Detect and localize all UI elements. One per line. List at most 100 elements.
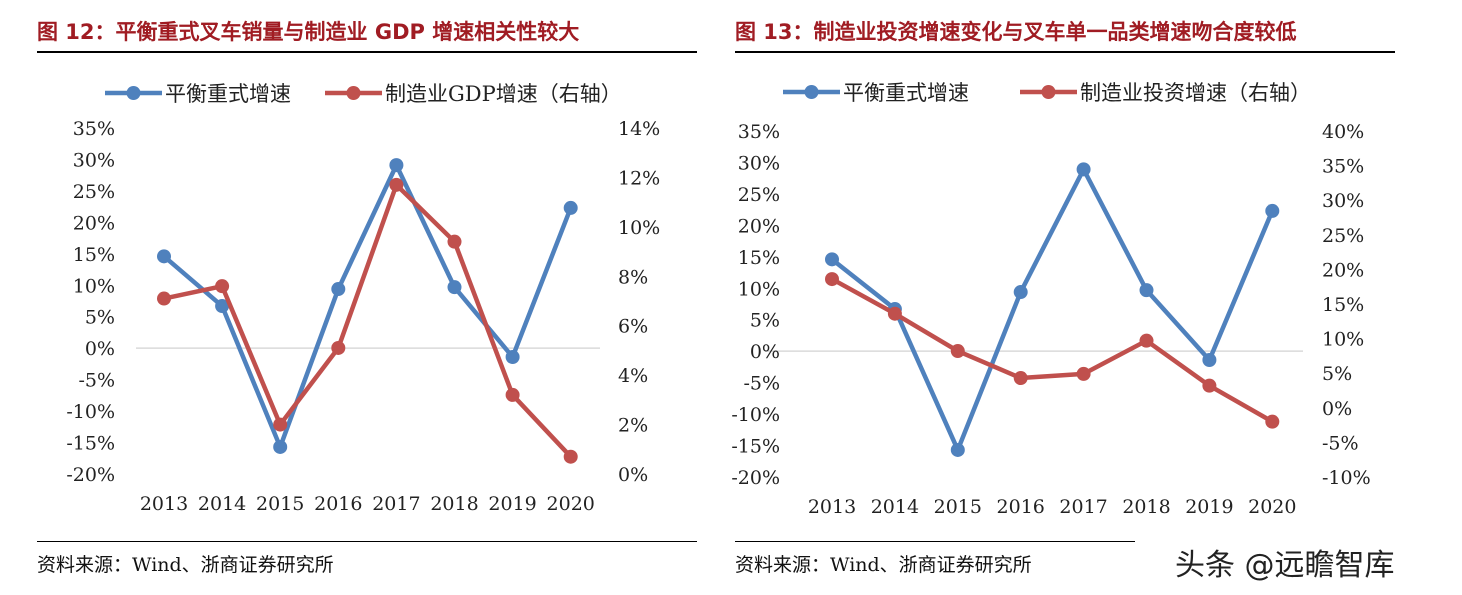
series-2-point <box>505 387 520 402</box>
x-tick-label: 2018 <box>1122 496 1170 518</box>
series-2-line <box>163 182 573 459</box>
y-left-tick-label: 0% <box>85 338 115 360</box>
y-right-tick-label: 25% <box>1322 225 1364 247</box>
legend-label: 制造业GDP增速（右轴） <box>385 82 622 106</box>
series-1-line <box>830 167 1275 453</box>
divider <box>37 51 697 53</box>
y-left-tick-label: 30% <box>73 149 115 171</box>
y-left-tick-label: 25% <box>73 181 115 203</box>
series-1-point <box>1013 285 1028 300</box>
y-left-tick-label: 35% <box>73 118 115 140</box>
legend-marker <box>1041 85 1056 99</box>
x-tick-label: 2017 <box>1059 496 1107 518</box>
series-1-line <box>162 162 573 450</box>
y-left-tick-label: -15% <box>66 433 115 455</box>
series-2-point <box>563 449 578 464</box>
x-tick-label: 2014 <box>198 493 246 515</box>
y-right-tick-label: 0% <box>1322 398 1352 420</box>
legend-marker <box>346 86 361 100</box>
y-right-tick-label: 12% <box>618 167 660 189</box>
legend-label: 平衡重式增速 <box>843 81 969 105</box>
y-left-tick-label: -5% <box>78 370 115 392</box>
series-1-point <box>1076 162 1091 177</box>
x-tick-label: 2014 <box>871 496 919 518</box>
y-left-tick-label: -10% <box>731 404 780 426</box>
series-1-point <box>1265 203 1280 218</box>
y-left-tick-label: 35% <box>738 121 780 143</box>
series-2-point <box>1013 371 1028 386</box>
series-1-point <box>157 249 171 264</box>
series-1-point <box>950 442 965 457</box>
y-right-tick-label: 0% <box>618 464 648 486</box>
series-1-point <box>505 349 520 364</box>
series-2-point <box>273 417 288 432</box>
x-tick-label: 2013 <box>140 493 188 515</box>
y-left-tick-label: 20% <box>738 215 780 237</box>
y-right-tick-label: 40% <box>1322 121 1364 143</box>
x-tick-label: 2020 <box>1248 496 1296 518</box>
chart2-source: 资料来源：Wind、浙商证券研究所 <box>735 554 1032 576</box>
y-right-tick-label: -10% <box>1322 467 1371 489</box>
y-left-tick-label: 20% <box>73 212 115 234</box>
y-left-tick-label: 0% <box>750 341 780 363</box>
y-left-tick-label: 25% <box>738 184 780 206</box>
series-2-point <box>950 344 965 359</box>
y-right-tick-label: -5% <box>1322 432 1359 454</box>
y-right-tick-label: 10% <box>618 217 660 239</box>
y-right-tick-label: 35% <box>1322 156 1364 178</box>
legend-label: 平衡重式增速 <box>165 82 291 106</box>
y-left-tick-label: 15% <box>738 247 780 269</box>
y-left-tick-label: 10% <box>73 275 115 297</box>
x-tick-label: 2013 <box>808 496 856 518</box>
y-right-tick-label: 10% <box>1322 329 1364 351</box>
series-2-point <box>447 234 462 249</box>
y-right-tick-label: 6% <box>618 316 648 338</box>
y-left-tick-label: -20% <box>731 467 780 489</box>
series-2-point <box>887 306 902 321</box>
x-tick-label: 2016 <box>314 493 362 515</box>
y-left-tick-label: -20% <box>66 464 115 486</box>
x-tick-label: 2017 <box>372 493 420 515</box>
divider <box>37 541 697 542</box>
legend-marker <box>804 85 819 99</box>
chart1-title: 图 12：平衡重式叉车销量与制造业 GDP 增速相关性较大 <box>37 20 580 44</box>
y-left-tick-label: 30% <box>738 152 780 174</box>
x-tick-label: 2015 <box>256 493 304 515</box>
series-1-point <box>563 200 578 215</box>
x-tick-label: 2016 <box>997 496 1045 518</box>
divider <box>735 51 1395 53</box>
series-2-point <box>1076 366 1091 381</box>
x-tick-label: 2018 <box>430 493 478 515</box>
series-2-point <box>1202 378 1217 393</box>
series-1-point <box>825 252 839 267</box>
x-tick-label: 2019 <box>1185 496 1233 518</box>
series-1-point <box>273 439 288 454</box>
x-tick-label: 2015 <box>934 496 982 518</box>
series-2-point <box>389 177 404 192</box>
y-left-tick-label: 5% <box>750 310 780 332</box>
watermark: 头条 @远瞻智库 <box>1175 548 1395 583</box>
y-left-tick-label: -15% <box>731 436 780 458</box>
legend-marker <box>126 86 141 100</box>
x-tick-label: 2020 <box>547 493 595 515</box>
series-1-point <box>331 282 346 297</box>
series-2-point <box>825 272 839 287</box>
series-1-point <box>215 299 230 314</box>
divider <box>735 541 1135 542</box>
x-tick-label: 2019 <box>488 493 536 515</box>
y-right-tick-label: 4% <box>618 365 648 387</box>
y-right-tick-label: 30% <box>1322 190 1364 212</box>
series-1-point <box>1139 283 1154 298</box>
chart2-title: 图 13：制造业投资增速变化与叉车单一品类增速吻合度较低 <box>735 20 1297 44</box>
series-1-point <box>447 280 462 295</box>
series-1-point <box>1202 352 1217 367</box>
y-right-tick-label: 5% <box>1322 363 1352 385</box>
legend-label: 制造业投资增速（右轴） <box>1080 81 1311 105</box>
chart1-source: 资料来源：Wind、浙商证券研究所 <box>37 554 334 576</box>
y-right-tick-label: 8% <box>618 266 648 288</box>
series-2-point <box>1139 333 1154 348</box>
y-right-tick-label: 15% <box>1322 294 1364 316</box>
series-2-point <box>215 279 230 294</box>
series-2-point <box>1265 414 1280 429</box>
